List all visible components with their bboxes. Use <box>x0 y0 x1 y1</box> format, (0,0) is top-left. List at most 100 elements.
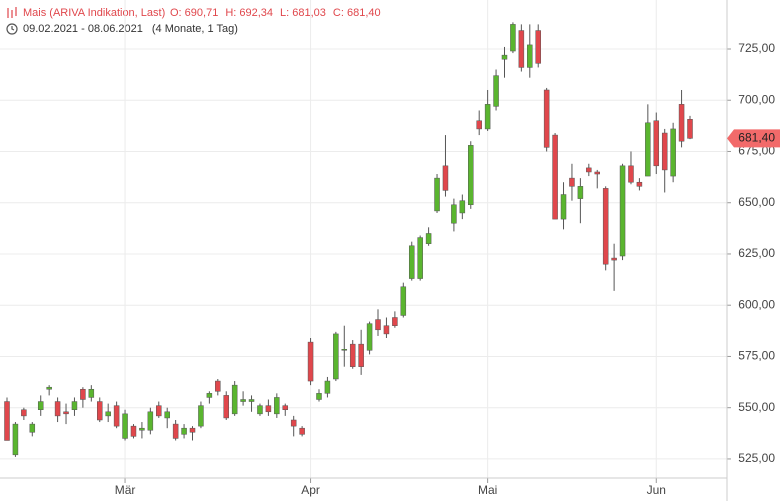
candle-body <box>586 167 592 173</box>
candle-body <box>130 425 137 437</box>
candle-body <box>4 401 10 441</box>
candle-body <box>687 119 693 139</box>
candle-body <box>619 165 626 257</box>
candle-body <box>501 54 508 60</box>
candle-body <box>518 30 525 68</box>
candle-body <box>240 399 246 402</box>
candle-body <box>493 75 499 107</box>
candle-body <box>248 399 255 402</box>
candle-body <box>46 386 52 390</box>
candle-body <box>198 405 204 427</box>
candle-body <box>316 393 322 400</box>
candle-body <box>569 177 575 187</box>
clock-icon <box>6 23 18 35</box>
candle-body <box>653 120 660 167</box>
y-tick-label: 575,00 <box>738 349 775 363</box>
candle-body <box>105 411 111 417</box>
candle-body <box>349 343 356 367</box>
candle-body <box>172 423 179 439</box>
candle-body <box>71 401 78 410</box>
candle-body <box>459 200 466 214</box>
candle-body <box>434 177 440 212</box>
instrument-title: Mais (ARIVA Indikation, Last) <box>23 7 165 19</box>
candle-body <box>257 405 263 415</box>
candle-body <box>451 204 457 224</box>
candle-body <box>611 257 617 261</box>
candle-body <box>189 427 196 433</box>
candle-body <box>164 411 170 419</box>
candle-body <box>80 388 86 400</box>
y-tick-label: 725,00 <box>738 41 775 55</box>
candle-body <box>476 120 482 130</box>
candle-body <box>97 401 103 421</box>
candle-body <box>628 165 634 183</box>
candle-body <box>215 380 221 392</box>
ohlc-label: H: 692,34 <box>225 7 273 19</box>
candle-body <box>366 323 373 351</box>
ohlc-label: C: 681,40 <box>333 7 381 19</box>
candle-body <box>636 181 643 187</box>
x-tick-label: Mai <box>478 483 497 497</box>
candle-body <box>12 423 19 456</box>
candle-body <box>577 186 584 199</box>
ohlc-label: L: 681,03 <box>280 7 326 19</box>
date-range: 09.02.2021 - 08.06.2021 <box>23 23 143 35</box>
candle-body <box>341 349 348 351</box>
candle-body <box>274 397 280 415</box>
candle-body <box>594 171 600 175</box>
candle-body <box>375 319 381 331</box>
candle-body <box>122 413 128 439</box>
last-price-tag <box>727 129 780 148</box>
candle-body <box>510 24 516 52</box>
candle-body <box>265 405 272 413</box>
candle-body <box>661 132 668 171</box>
candle-body <box>63 411 69 415</box>
candle-body <box>468 145 474 206</box>
candle-body <box>408 245 415 279</box>
candle-body <box>54 401 61 417</box>
candle-body <box>602 188 609 265</box>
candle-body <box>231 384 238 415</box>
candle-body <box>290 419 297 427</box>
header: Mais (ARIVA Indikation, Last) O: 690,71 H:… <box>23 7 381 35</box>
candle-body <box>400 286 407 316</box>
candle-body <box>333 333 339 380</box>
candle-body <box>417 237 423 279</box>
period: (4 Monate, 1 Tag) <box>152 23 238 35</box>
candle-body <box>156 405 162 417</box>
candle-body <box>307 341 314 382</box>
x-tick-label: Apr <box>301 483 320 497</box>
candle-body <box>282 405 289 410</box>
x-tick-label: Mär <box>115 483 136 497</box>
y-tick-label: 525,00 <box>738 451 775 465</box>
candle-body <box>543 89 550 148</box>
candle-body <box>383 325 390 335</box>
y-tick-label: 600,00 <box>738 297 775 311</box>
candle-body <box>29 423 36 433</box>
candle-body <box>392 317 398 326</box>
candle-body <box>88 388 95 398</box>
ohlc-label: O: 690,71 <box>170 7 218 19</box>
candle-body <box>181 427 187 435</box>
candle-body <box>425 233 432 244</box>
candle-body <box>21 409 27 417</box>
candle-body <box>139 427 145 431</box>
candle-body <box>37 401 44 410</box>
candle-body <box>358 343 364 367</box>
candle-body <box>223 395 229 419</box>
y-tick-label: 650,00 <box>738 195 775 209</box>
candle-body <box>147 411 154 431</box>
candle-body <box>670 128 676 177</box>
candle-body <box>645 122 651 177</box>
candle-body <box>206 393 213 398</box>
candle-body <box>113 405 120 427</box>
candle-body <box>442 165 449 191</box>
candle-body <box>527 44 533 68</box>
candle-body <box>552 134 558 220</box>
y-tick-label: 700,00 <box>738 92 775 106</box>
y-tick-label: 625,00 <box>738 246 775 260</box>
candle-body <box>324 380 331 394</box>
